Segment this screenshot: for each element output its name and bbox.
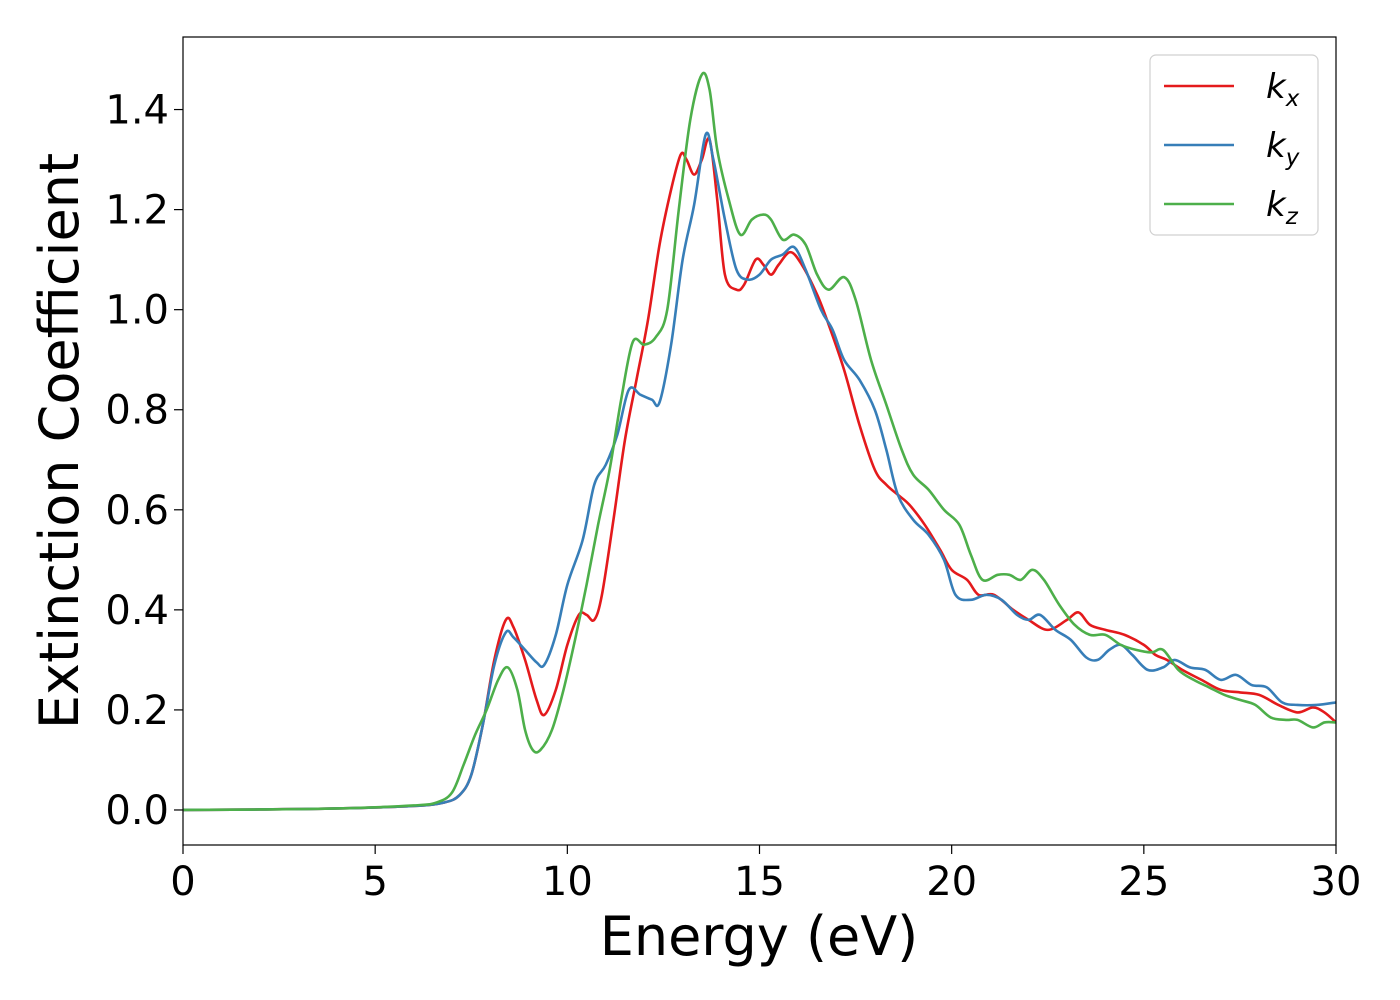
y-tick-label: 1.4 [105,88,169,134]
y-tick-label: 0.8 [105,388,169,434]
y-tick-label: 0.0 [105,788,169,834]
y-tick-label: 0.6 [105,488,169,534]
legend-label-y: ky [1266,126,1300,171]
y-tick-label: 0.2 [105,688,169,734]
x-tick-label: 20 [926,859,977,905]
x-tick-label: 30 [1311,859,1362,905]
y-tick-label: 0.4 [105,588,169,634]
x-tick-label: 10 [542,859,593,905]
x-axis-title: Energy (eV) [600,905,919,968]
y-tick-label: 1.0 [105,288,169,334]
y-tick-label: 1.2 [105,188,169,234]
y-axis-title: Extinction Coefficient [28,153,91,729]
x-tick-label: 0 [170,859,195,905]
x-tick-label: 25 [1118,859,1169,905]
series-line-x [183,136,1336,812]
x-tick-label: 15 [734,859,785,905]
plot-area [183,37,1336,845]
x-tick-label: 5 [362,859,387,905]
series-line-z [183,71,1336,812]
series-line-y [183,131,1336,812]
